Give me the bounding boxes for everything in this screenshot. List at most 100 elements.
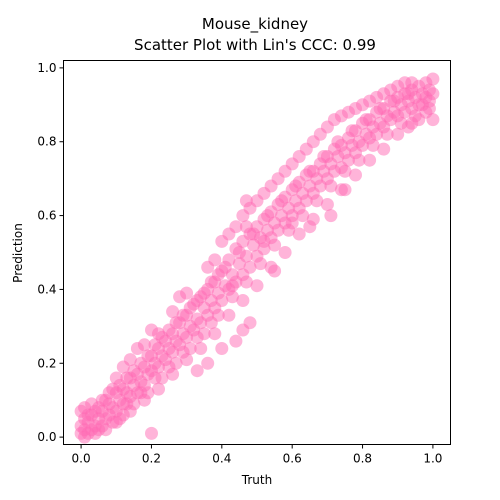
data-point [338,164,352,178]
data-point [116,360,130,374]
data-point [296,209,310,223]
data-point [225,290,239,304]
y-tick-label: 0.4 [37,282,56,296]
data-point [275,194,289,208]
data-point [254,257,267,271]
data-point [155,330,169,344]
data-point [310,194,324,208]
data-point [261,209,275,223]
data-point [243,260,257,274]
data-point [278,246,292,259]
data-point [387,94,401,108]
y-tick-label: 0.6 [37,209,56,223]
data-point [222,308,236,322]
data-point [422,94,436,108]
data-point [320,198,334,211]
data-points [74,72,440,444]
data-point [412,113,426,127]
data-point [166,305,180,319]
data-point [324,179,338,193]
data-point [208,327,222,341]
data-point [380,127,394,141]
y-axis: 0.0 0.2 0.4 0.6 0.8 1.0 [37,61,64,444]
data-point [232,246,246,259]
x-tick-label: 0.8 [353,452,372,466]
data-point [176,345,190,359]
data-point [268,238,282,252]
data-point [130,342,144,355]
data-point [190,330,204,344]
data-point [229,334,243,348]
data-point [162,360,176,374]
data-point [239,220,253,234]
data-point [303,220,317,234]
x-tick-label: 1.0 [423,452,442,466]
data-point [183,301,197,315]
data-point [359,113,373,127]
data-point [106,382,120,396]
data-point [317,150,331,163]
data-point [194,342,208,355]
data-point [190,364,204,378]
data-point [225,279,239,293]
y-axis-label: Prediction [11,223,25,283]
data-point [373,102,387,115]
data-point [352,153,366,167]
data-point [250,279,264,293]
x-tick-label: 0.0 [72,452,91,466]
plot-frame [63,60,451,445]
data-point [120,397,134,411]
data-point [426,72,440,86]
data-point [331,135,345,149]
data-point [401,87,415,101]
data-point [285,216,299,230]
data-point [145,426,158,440]
data-point [289,179,303,193]
data-point [405,76,419,90]
data-point [215,294,229,307]
data-point [243,316,257,330]
data-point [345,124,359,138]
data-point [239,194,253,208]
x-axis-label: Truth [241,473,272,487]
y-tick-label: 1.0 [37,61,56,75]
data-point [134,386,148,400]
data-point [204,316,218,330]
data-point [257,234,271,248]
data-point [303,164,317,178]
data-point [109,371,123,385]
x-tick-label: 0.2 [142,452,161,466]
data-point [152,382,165,396]
chart-title: Mouse_kidney [202,15,308,34]
data-point [324,209,338,223]
data-point [292,227,306,241]
y-tick-label: 0.2 [37,356,56,370]
data-point [236,294,250,307]
data-point [229,220,243,234]
data-point [197,286,211,300]
data-point [201,356,215,370]
data-point [215,342,229,355]
data-point [148,371,162,385]
data-point [239,275,253,289]
chart-subtitle: Scatter Plot with Lin's CCC: 0.99 [134,36,376,54]
data-point [88,404,102,418]
data-point [127,364,141,378]
data-point [141,349,155,363]
data-point [377,142,391,156]
data-point [268,264,282,278]
data-point [363,153,377,167]
data-point [211,268,225,282]
data-point [391,127,405,141]
y-tick-label: 0.8 [37,135,56,149]
data-point [113,412,127,426]
data-point [169,316,183,330]
x-axis: 0.0 0.2 0.4 0.6 0.8 1.0 [72,444,442,466]
data-point [366,138,380,152]
data-point [349,168,362,182]
data-point [208,253,222,267]
data-point [173,290,187,304]
x-tick-label: 0.6 [283,452,302,466]
x-tick-label: 0.4 [212,452,231,466]
